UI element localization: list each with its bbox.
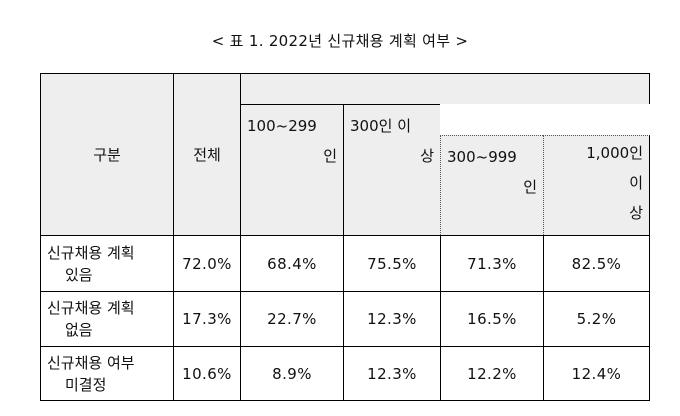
table-cell: 68.4% bbox=[240, 235, 343, 291]
row-label-line2: 있음 bbox=[65, 265, 93, 284]
row-label-line2: 없음 bbox=[65, 321, 93, 339]
table-cell: 71.3% bbox=[440, 235, 543, 291]
row-label-undecided: 신규채용 여부 미결정 bbox=[40, 346, 173, 401]
row-label-line1: 신규채용 여부 bbox=[47, 353, 135, 372]
row-label-line2: 미결정 bbox=[65, 375, 107, 394]
table-cell: 12.3% bbox=[343, 291, 440, 346]
header-300-plus-line2: 상 bbox=[420, 147, 434, 165]
header-100-299: 100~299 인 bbox=[240, 104, 343, 235]
header-category-label: 구분 bbox=[93, 146, 121, 164]
table-cell: 10.6% bbox=[173, 346, 240, 401]
header-100-299-line1: 100~299 bbox=[247, 117, 317, 135]
table-title: < 표 1. 2022년 신규채용 계획 여부 > bbox=[211, 32, 469, 50]
header-300-999: 300~999 인 bbox=[440, 135, 543, 235]
header-1000-plus-line1: 1,000인 bbox=[586, 144, 643, 162]
table-cell: 16.5% bbox=[440, 291, 543, 346]
header-100-299-line2: 인 bbox=[323, 147, 337, 165]
header-1000-plus-line2: 이 bbox=[629, 174, 643, 192]
row-label-line1: 신규채용 계획 bbox=[47, 243, 135, 262]
hiring-plan-table: 구분 전체 100~299 인 300인 이 상 300~999 인 1,000… bbox=[40, 73, 650, 401]
table-cell: 22.7% bbox=[240, 291, 343, 346]
row-label-not-planned: 신규채용 계획 없음 bbox=[40, 291, 173, 346]
table-cell: 5.2% bbox=[543, 291, 650, 346]
table-cell: 12.4% bbox=[543, 346, 650, 401]
header-total: 전체 bbox=[173, 73, 240, 235]
header-1000-plus: 1,000인 이 상 bbox=[543, 135, 650, 235]
header-300-plus-line1: 300인 이 bbox=[350, 117, 411, 135]
row-label-planned: 신규채용 계획 있음 bbox=[40, 235, 173, 291]
table-cell: 75.5% bbox=[343, 235, 440, 291]
header-300-plus: 300인 이 상 bbox=[343, 104, 440, 235]
header-300-999-line1: 300~999 bbox=[447, 148, 517, 166]
table-cell: 12.3% bbox=[343, 346, 440, 401]
table-cell: 12.2% bbox=[440, 346, 543, 401]
table-cell: 82.5% bbox=[543, 235, 650, 291]
header-size-band bbox=[240, 73, 650, 104]
header-category: 구분 bbox=[40, 73, 173, 235]
row-label-line1: 신규채용 계획 bbox=[47, 299, 135, 317]
table-cell: 17.3% bbox=[173, 291, 240, 346]
table-cell: 8.9% bbox=[240, 346, 343, 401]
header-1000-plus-line3: 상 bbox=[629, 204, 643, 222]
header-total-label: 전체 bbox=[193, 146, 221, 164]
table-cell: 72.0% bbox=[173, 235, 240, 291]
header-300-999-line2: 인 bbox=[523, 178, 537, 196]
